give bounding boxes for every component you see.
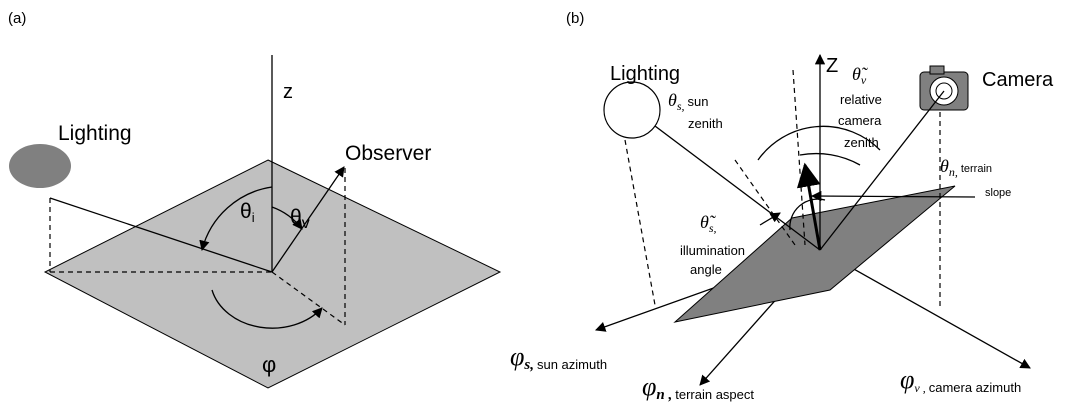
sun-zenith-note: zenith [688, 116, 723, 131]
panel-label: (b) [566, 10, 584, 27]
panel-a: (a) z Lighting Observer θi θv φ [8, 10, 500, 388]
terrain-slope-note: slope [985, 187, 1011, 199]
panel-label: (a) [8, 10, 26, 27]
observer-label: Observer [345, 142, 431, 165]
projection [625, 140, 655, 305]
lighting-label: Lighting [610, 63, 680, 85]
camera-label: Camera [982, 69, 1054, 91]
camera-zenith: θ̃v [852, 64, 869, 87]
z-label: Z [826, 55, 838, 77]
light-ray [655, 126, 820, 250]
camera-zenith-note: camera [838, 113, 882, 128]
terrain-slope: θn,terrain [940, 156, 992, 179]
phi: φ [262, 352, 276, 377]
camera-zenith-note: relative [840, 92, 882, 107]
z-label: z [283, 81, 293, 103]
camera-zenith-note: zenith [844, 135, 879, 150]
camera-icon [920, 66, 968, 110]
illumination-note: illumination [680, 243, 745, 258]
terrain-aspect: φn ,terrain aspect [642, 372, 754, 403]
camera-azimuth: φv ,camera azimuth [900, 365, 1021, 395]
lighting-label: Lighting [58, 122, 132, 145]
sun-zenith: θs,sun [668, 90, 708, 113]
slope-pointer [812, 196, 975, 197]
angle-arc [800, 154, 860, 165]
illumination-note: angle [690, 262, 722, 277]
illumination-angle: θ̃s, [700, 212, 717, 235]
light-source [9, 144, 71, 188]
sun-azimuth: φs,sun azimuth [510, 342, 607, 373]
light-source [604, 82, 660, 138]
panel-b: (b) Z Lighting Camera θs,sun zenith θ̃v … [510, 10, 1054, 403]
figure: (a) z Lighting Observer θi θv φ (b) Z Li… [0, 0, 1069, 410]
